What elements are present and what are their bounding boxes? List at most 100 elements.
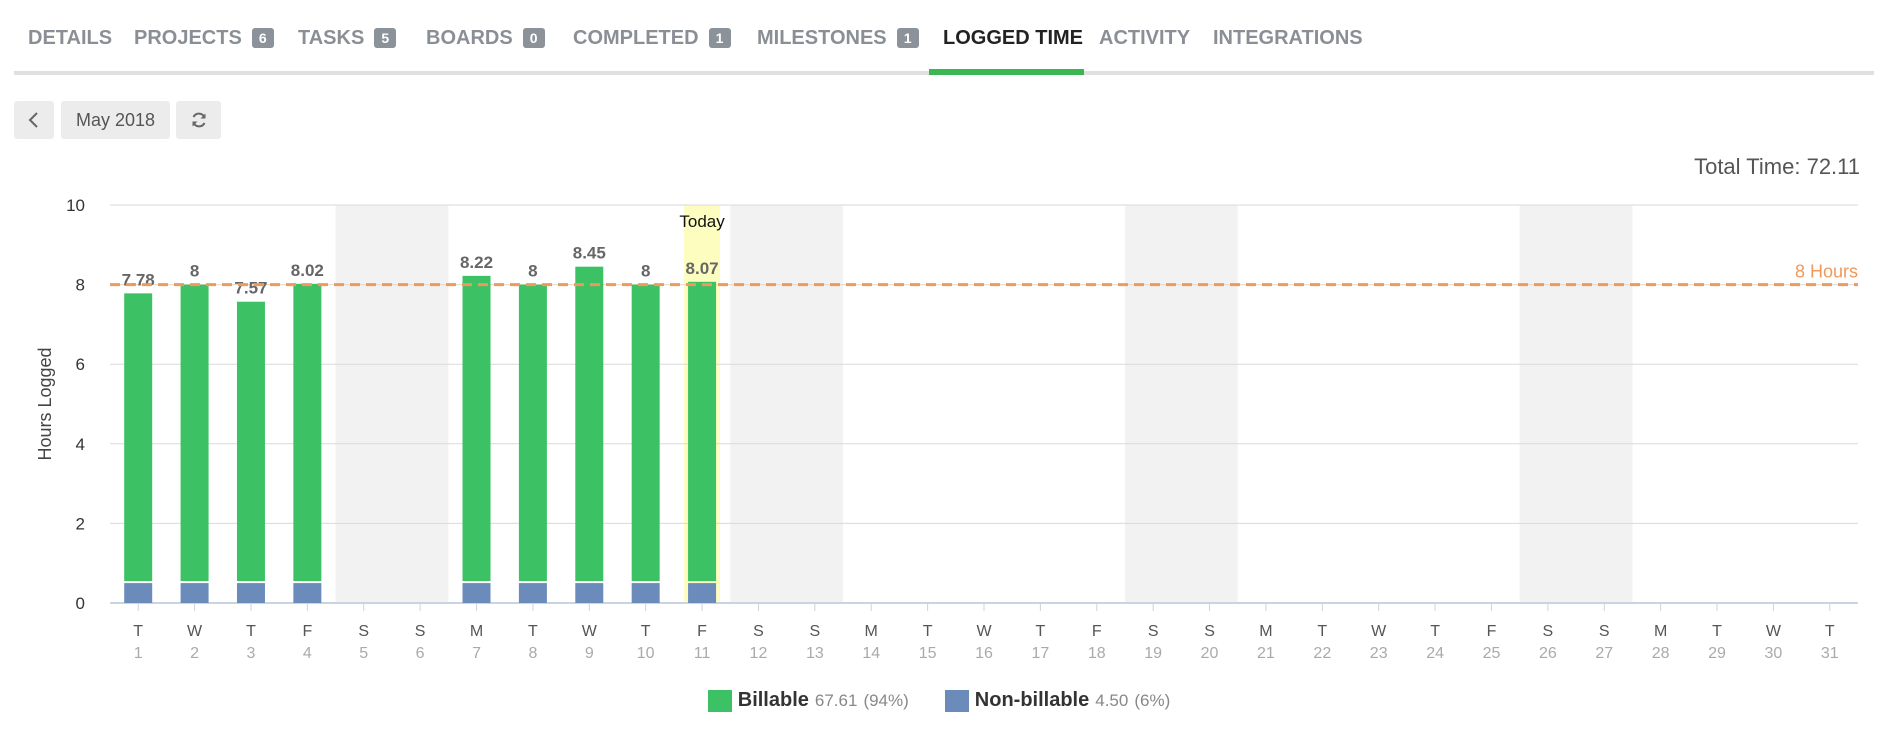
bar-total-label: 8 — [641, 262, 650, 281]
tab-activity[interactable]: ACTIVITY — [1099, 26, 1190, 50]
chart-legend: Billable 67.61 (94%) Non-billable 4.50 (… — [0, 689, 1878, 712]
tab-label: COMPLETED — [573, 26, 699, 49]
x-weekday-label: T — [528, 623, 538, 640]
x-day-label: 17 — [1031, 645, 1049, 662]
non-billable-bar — [575, 583, 604, 603]
x-day-label: 8 — [528, 645, 537, 662]
x-day-label: 12 — [750, 645, 768, 662]
y-tick-label: 8 — [76, 276, 85, 295]
billable-bar — [180, 284, 209, 582]
tab-boards[interactable]: BOARDS 0 — [426, 26, 545, 50]
tab-details[interactable]: DETAILS — [28, 26, 112, 50]
x-day-label: 22 — [1313, 645, 1331, 662]
tab-logged-time[interactable]: LOGGED TIME — [943, 26, 1083, 50]
tab-projects[interactable]: PROJECTS 6 — [134, 26, 274, 50]
count-badge: 1 — [708, 28, 731, 48]
tab-tasks[interactable]: TASKS 5 — [298, 26, 397, 50]
x-weekday-label: M — [1654, 623, 1667, 640]
y-tick-label: 2 — [76, 514, 85, 533]
tab-label: DETAILS — [28, 26, 113, 49]
x-weekday-label: F — [1092, 623, 1102, 640]
refresh-icon — [192, 112, 205, 128]
x-weekday-label: M — [470, 623, 483, 640]
refresh-button[interactable] — [176, 101, 221, 139]
weekend-band — [1181, 205, 1238, 603]
x-day-label: 2 — [190, 645, 199, 662]
y-axis-title: Hours Logged — [35, 347, 55, 460]
x-weekday-label: S — [810, 623, 821, 640]
x-day-label: 7 — [472, 645, 481, 662]
x-weekday-label: T — [133, 623, 143, 640]
month-selector[interactable]: May 2018 — [61, 101, 170, 139]
billable-bar — [462, 275, 491, 582]
weekend-band — [730, 205, 787, 603]
x-weekday-label: S — [358, 623, 369, 640]
billable-swatch — [707, 689, 732, 712]
tab-milestones[interactable]: MILESTONES 1 — [757, 26, 919, 50]
x-day-label: 14 — [862, 645, 880, 662]
y-tick-label: 6 — [76, 355, 85, 374]
y-tick-label: 10 — [66, 196, 85, 215]
x-day-label: 6 — [416, 645, 425, 662]
prev-month-button[interactable] — [14, 101, 54, 139]
x-weekday-label: W — [976, 623, 992, 640]
x-weekday-label: T — [641, 623, 651, 640]
bar-total-label: 7.78 — [122, 270, 155, 289]
x-weekday-label: T — [1712, 623, 1722, 640]
non-billable-bar — [518, 583, 547, 603]
weekend-band — [391, 205, 449, 603]
month-label: May 2018 — [75, 109, 156, 130]
x-day-label: 29 — [1708, 645, 1726, 662]
x-day-label: 26 — [1539, 645, 1557, 662]
reference-line-label: 8 Hours — [1795, 262, 1858, 282]
x-day-label: 31 — [1821, 645, 1839, 662]
billable-bar — [124, 293, 153, 582]
x-day-label: 4 — [303, 645, 312, 662]
weekend-band — [1124, 205, 1182, 603]
legend-non-billable-name: Non-billable — [974, 689, 1090, 711]
count-badge: 0 — [522, 28, 545, 48]
x-weekday-label: F — [697, 623, 707, 640]
bar-total-label: 8.07 — [686, 259, 719, 278]
non-billable-swatch — [944, 689, 969, 712]
total-time: Total Time: 72.11 — [1694, 154, 1860, 180]
x-weekday-label: S — [1204, 623, 1215, 640]
x-weekday-label: F — [1487, 623, 1497, 640]
active-tab-underline — [929, 69, 1084, 75]
bar-total-label: 8 — [190, 262, 199, 281]
x-weekday-label: M — [1259, 623, 1272, 640]
non-billable-bar — [293, 583, 322, 603]
tab-label: ACTIVITY — [1099, 26, 1191, 49]
tab-label: TASKS — [298, 26, 365, 49]
bar-total-label: 8.45 — [573, 244, 606, 263]
x-weekday-label: T — [1317, 623, 1327, 640]
total-time-label: Total Time: — [1694, 154, 1801, 179]
legend-billable-name: Billable — [737, 689, 809, 711]
legend-billable-value: 67.61 — [814, 690, 858, 710]
x-day-label: 9 — [585, 645, 594, 662]
x-weekday-label: W — [187, 623, 203, 640]
total-time-value: 72.11 — [1806, 154, 1860, 179]
tab-completed[interactable]: COMPLETED 1 — [573, 26, 731, 50]
x-weekday-label: S — [1148, 623, 1159, 640]
billable-bar — [236, 301, 265, 582]
weekend-band — [335, 205, 392, 603]
x-weekday-label: T — [246, 623, 256, 640]
legend-non-billable[interactable]: Non-billable 4.50 (6%) — [944, 689, 1170, 712]
tab-label: PROJECTS — [134, 26, 242, 49]
bar-total-label: 8 — [528, 262, 537, 281]
x-weekday-label: W — [582, 623, 598, 640]
non-billable-bar — [236, 583, 265, 603]
legend-billable[interactable]: Billable 67.61 (94%) — [707, 689, 909, 712]
billable-bar — [518, 284, 547, 582]
tab-label: MILESTONES — [757, 26, 887, 49]
x-weekday-label: T — [923, 623, 933, 640]
x-weekday-label: S — [1599, 623, 1610, 640]
x-day-label: 28 — [1652, 645, 1670, 662]
tab-label: BOARDS — [426, 26, 513, 49]
non-billable-bar — [688, 583, 717, 603]
tab-integrations[interactable]: INTEGRATIONS — [1213, 26, 1363, 50]
non-billable-bar — [462, 583, 491, 603]
bar-total-label: 8.02 — [291, 261, 324, 280]
x-day-label: 5 — [359, 645, 368, 662]
